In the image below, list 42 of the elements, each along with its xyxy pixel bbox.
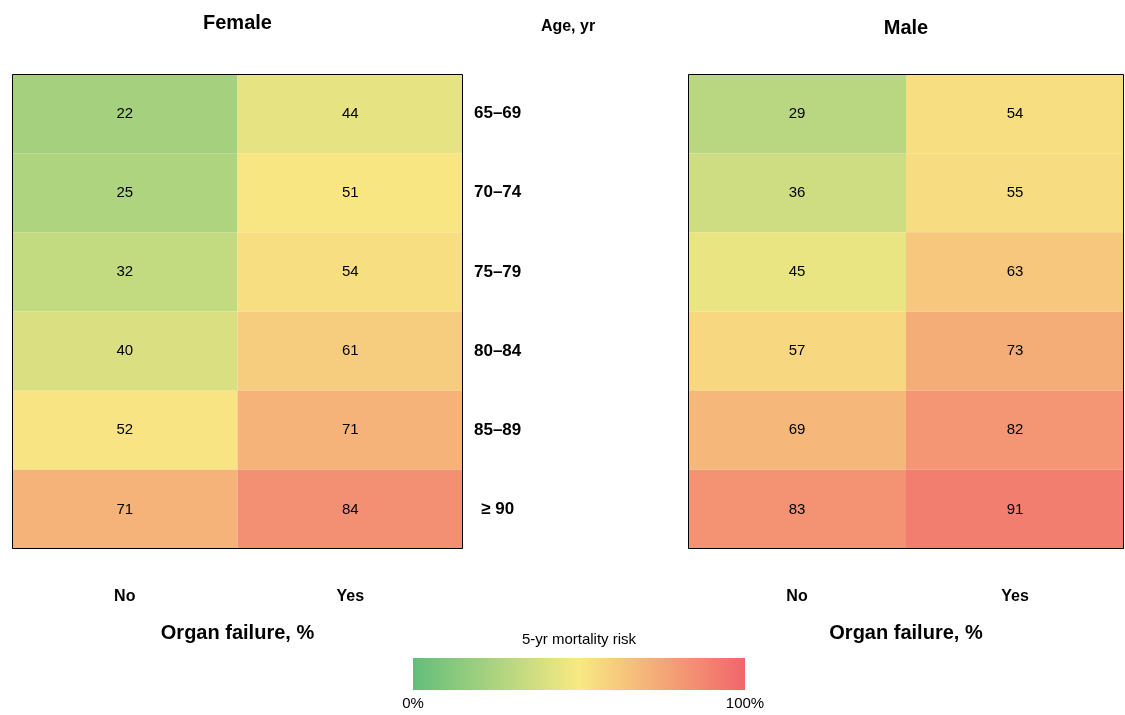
- data-label: 32: [116, 262, 134, 280]
- chart-title: Male: [883, 15, 929, 38]
- data-label: 36: [788, 182, 806, 200]
- data-label: 71: [341, 420, 359, 438]
- data-label: 52: [116, 420, 134, 438]
- color-bar-label: 0%: [402, 694, 424, 712]
- y-tick-label: 70–74: [474, 182, 522, 202]
- x-tick-label: No: [786, 587, 808, 605]
- data-label: 51: [341, 182, 359, 200]
- data-label: 40: [116, 341, 134, 359]
- data-label: 54: [1006, 103, 1024, 121]
- data-label: 55: [1006, 182, 1024, 200]
- data-label: 71: [116, 499, 134, 517]
- data-label: 22: [116, 103, 134, 121]
- y-tick-label: 65–69: [474, 103, 522, 123]
- color-bar-title: 5-yr mortality risk: [521, 630, 637, 648]
- data-label: 57: [788, 341, 806, 359]
- color-bar-label: 100%: [725, 694, 765, 712]
- data-label: 61: [341, 341, 359, 359]
- x-axis-title: Organ failure, %: [829, 620, 983, 643]
- data-label: 44: [341, 103, 359, 121]
- y-tick-label: ≥ 90: [481, 499, 515, 519]
- y-axis-title: Age, yr: [540, 17, 596, 35]
- data-label: 83: [788, 499, 806, 517]
- x-axis-title: Organ failure, %: [160, 620, 315, 643]
- x-tick-label: Yes: [1001, 587, 1029, 605]
- y-tick-label: 85–89: [474, 419, 522, 439]
- y-tick-label: 75–79: [474, 261, 522, 281]
- data-label: 63: [1006, 262, 1024, 280]
- data-label: 54: [341, 262, 359, 280]
- data-label: 73: [1006, 341, 1024, 359]
- data-label: 25: [116, 182, 134, 200]
- chart-title: Female: [203, 10, 272, 33]
- data-label: 84: [341, 499, 359, 517]
- data-label: 69: [788, 420, 806, 438]
- data-label: 82: [1006, 420, 1024, 438]
- x-tick-label: No: [114, 587, 136, 605]
- data-label: 91: [1006, 499, 1024, 517]
- y-tick-label: 80–84: [474, 340, 522, 360]
- x-tick-label: Yes: [336, 587, 365, 605]
- data-label: 45: [788, 262, 806, 280]
- data-label: 29: [788, 103, 806, 121]
